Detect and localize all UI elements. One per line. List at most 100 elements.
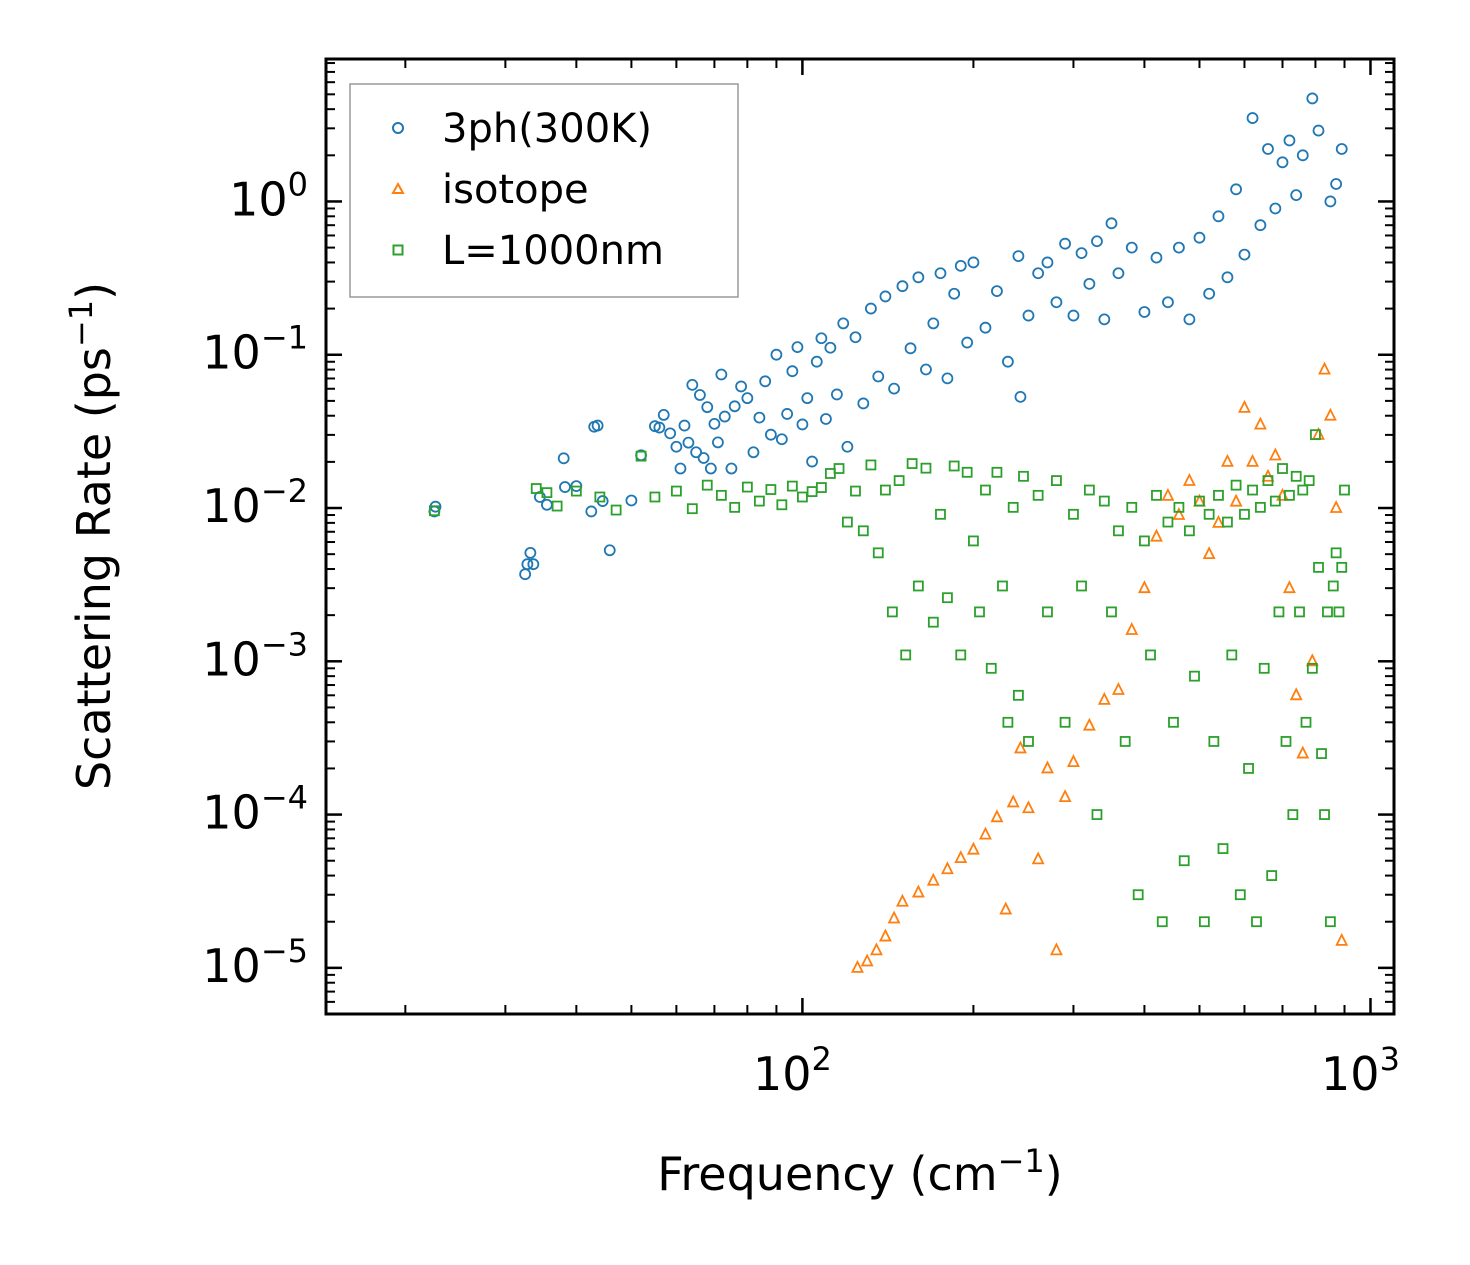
point-boundary: [1068, 508, 1079, 520]
point-3ph: [1193, 231, 1206, 244]
point-3ph: [585, 505, 598, 518]
point-isotope: [1323, 407, 1337, 421]
point-boundary: [1294, 606, 1305, 618]
data-points-layer: [428, 92, 1350, 973]
point-boundary: [1251, 916, 1262, 928]
point-boundary: [833, 463, 845, 474]
point-boundary: [1194, 495, 1205, 507]
point-boundary: [610, 504, 622, 516]
point-boundary: [880, 484, 891, 496]
point-3ph: [708, 417, 721, 430]
y-tick-exp: −1: [261, 319, 308, 357]
point-3ph: [704, 462, 717, 475]
point-boundary: [1269, 495, 1281, 507]
point-boundary: [1198, 916, 1210, 928]
point-3ph: [1162, 296, 1174, 309]
point-boundary: [1333, 606, 1345, 618]
point-boundary: [1023, 736, 1034, 747]
point-boundary: [1262, 475, 1274, 486]
point-3ph: [678, 419, 691, 432]
point-3ph: [1001, 355, 1014, 368]
point-3ph: [670, 440, 683, 453]
point-3ph: [872, 370, 885, 383]
legend: 3ph(300K) isotope L=1000nm: [349, 83, 739, 298]
point-isotope: [966, 841, 980, 855]
point-isotope: [1172, 507, 1186, 520]
point-3ph: [806, 455, 818, 468]
point-3ph: [1075, 247, 1088, 260]
point-3ph: [718, 410, 731, 423]
point-3ph: [521, 558, 534, 571]
point-boundary: [1083, 484, 1095, 496]
point-boundary: [1327, 580, 1339, 592]
point-boundary: [1098, 495, 1110, 507]
point-boundary: [1222, 516, 1233, 528]
point-3ph: [1083, 277, 1096, 290]
point-isotope: [1031, 851, 1045, 865]
x-tick-exp: 3: [1380, 1040, 1400, 1078]
point-3ph: [967, 256, 980, 269]
point-3ph: [1112, 267, 1125, 280]
point-3ph: [1067, 309, 1080, 322]
y-tick-exp: −4: [261, 779, 308, 817]
point-isotope: [1150, 528, 1163, 542]
point-isotope: [878, 928, 892, 942]
point-boundary: [927, 616, 939, 628]
point-isotope: [1058, 789, 1072, 803]
point-boundary: [997, 580, 1008, 592]
point-boundary: [935, 508, 946, 520]
point-3ph: [664, 427, 677, 440]
point-isotope: [1329, 500, 1343, 513]
point-boundary: [824, 468, 836, 479]
point-boundary: [741, 481, 753, 493]
y-tick-base: 10: [202, 326, 261, 380]
x-tick-base: 10: [753, 1047, 812, 1101]
point-boundary: [961, 466, 973, 478]
point-isotope: [1246, 453, 1260, 467]
point-boundary: [1339, 484, 1350, 496]
point-boundary: [920, 462, 932, 474]
point-boundary: [1184, 525, 1195, 537]
point-boundary: [1002, 716, 1014, 728]
point-isotope: [869, 942, 883, 956]
point-boundary: [1119, 736, 1131, 747]
point-boundary: [893, 475, 905, 486]
point-boundary: [1324, 916, 1336, 928]
point-boundary: [815, 482, 827, 493]
point-isotope: [1335, 932, 1349, 946]
point-boundary: [857, 525, 869, 537]
point-boundary: [1145, 649, 1156, 661]
y-tick-base: 10: [202, 479, 261, 533]
point-isotope: [1013, 740, 1027, 754]
point-3ph: [941, 372, 954, 385]
point-boundary: [968, 535, 979, 547]
y-tick-base: 10: [229, 172, 288, 226]
point-3ph: [747, 446, 760, 459]
point-boundary: [1297, 484, 1309, 496]
point-isotope: [895, 893, 909, 907]
point-3ph: [524, 546, 537, 559]
point-3ph: [1050, 296, 1063, 309]
y-tick-label: 10−5: [202, 932, 308, 993]
point-boundary: [1284, 489, 1295, 501]
point-boundary: [1247, 484, 1258, 496]
point-boundary: [1303, 475, 1315, 486]
point-boundary: [1217, 843, 1229, 854]
point-isotope: [1111, 681, 1125, 695]
point-isotope: [1082, 717, 1096, 731]
point-boundary: [1139, 535, 1150, 547]
point-boundary: [1230, 479, 1242, 491]
point-3ph: [1290, 189, 1303, 202]
point-3ph: [1105, 217, 1118, 230]
point-boundary: [1059, 716, 1071, 728]
series-square-group: [428, 429, 1350, 928]
x-tick-label: 102: [753, 1040, 832, 1101]
point-3ph: [701, 401, 714, 414]
point-boundary: [806, 486, 818, 497]
point-3ph: [591, 419, 604, 432]
point-boundary: [912, 580, 924, 592]
point-3ph: [954, 259, 967, 272]
point-isotope: [1268, 447, 1282, 461]
point-3ph: [1150, 251, 1163, 264]
legend-label-isotope: isotope: [442, 167, 589, 213]
